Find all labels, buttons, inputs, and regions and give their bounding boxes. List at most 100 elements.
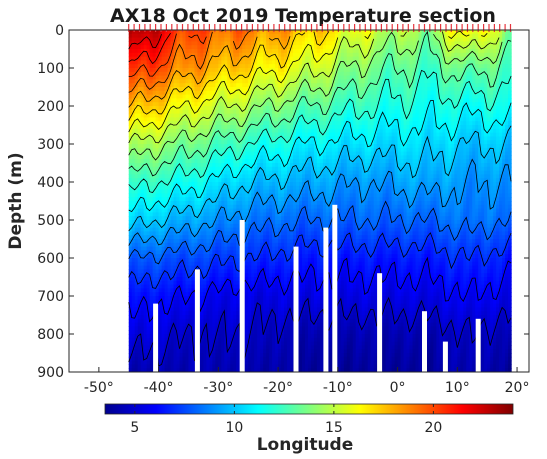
temperature-cell	[221, 220, 225, 225]
temperature-cell	[182, 30, 187, 35]
temperature-cell	[167, 140, 172, 145]
temperature-cell	[131, 144, 136, 149]
temperature-cell	[128, 273, 133, 278]
temperature-cell	[218, 87, 222, 92]
temperature-cell	[137, 49, 142, 54]
temperature-cell	[212, 68, 216, 73]
temperature-cell	[194, 227, 199, 232]
temperature-cell	[260, 132, 264, 137]
temperature-cell	[251, 155, 255, 160]
temperature-cell	[203, 37, 208, 42]
temperature-cell	[188, 265, 193, 270]
temperature-cell	[131, 315, 136, 320]
temperature-cell	[218, 204, 222, 210]
temperature-cell	[164, 147, 169, 153]
temperature-cell	[155, 296, 160, 301]
temperature-cell	[230, 178, 234, 183]
temperature-cell	[152, 227, 157, 232]
temperature-cell	[278, 288, 282, 293]
temperature-cell	[137, 292, 142, 297]
temperature-cell	[239, 71, 243, 77]
temperature-cell	[143, 185, 148, 191]
temperature-cell	[266, 90, 270, 96]
temperature-cell	[236, 269, 240, 274]
temperature-cell	[260, 288, 264, 293]
temperature-cell	[128, 125, 133, 130]
temperature-cell	[128, 178, 133, 183]
temperature-cell	[200, 307, 205, 312]
temperature-cell	[203, 128, 208, 134]
temperature-cell	[200, 315, 205, 320]
temperature-cell	[215, 132, 219, 137]
temperature-cell	[272, 41, 276, 46]
temperature-cell	[128, 322, 133, 327]
temperature-cell	[128, 250, 133, 255]
temperature-cell	[254, 322, 258, 327]
temperature-cell	[143, 242, 148, 248]
temperature-cell	[155, 113, 160, 118]
temperature-cell	[248, 227, 252, 232]
temperature-cell	[236, 265, 240, 270]
temperature-cell	[218, 292, 222, 297]
temperature-cell	[254, 56, 258, 61]
temperature-cell	[221, 125, 225, 130]
temperature-cell	[158, 56, 163, 61]
temperature-cell	[173, 151, 178, 156]
temperature-cell	[224, 144, 228, 149]
temperature-cell	[224, 356, 228, 362]
temperature-cell	[197, 98, 202, 103]
temperature-cell	[203, 311, 208, 316]
temperature-cell	[233, 166, 237, 172]
temperature-cell	[215, 147, 219, 153]
temperature-cell	[245, 292, 249, 297]
temperature-cell	[275, 201, 279, 206]
temperature-cell	[212, 368, 216, 372]
temperature-cell	[197, 151, 202, 156]
temperature-cell	[173, 334, 178, 339]
temperature-cell	[176, 330, 181, 335]
temperature-cell	[173, 140, 178, 145]
temperature-cell	[170, 280, 175, 286]
temperature-cell	[149, 90, 154, 96]
temperature-cell	[239, 106, 243, 111]
temperature-cell	[257, 235, 261, 240]
temperature-cell	[173, 98, 178, 103]
temperature-cell	[224, 87, 228, 92]
temperature-cell	[158, 106, 163, 111]
temperature-cell	[179, 94, 184, 99]
temperature-cell	[143, 296, 148, 301]
temperature-cell	[275, 132, 279, 137]
temperature-cell	[236, 37, 240, 42]
temperature-cell	[188, 125, 193, 130]
temperature-cell	[251, 326, 255, 331]
temperature-cell	[254, 87, 258, 92]
temperature-cell	[269, 182, 273, 187]
temperature-cell	[206, 170, 210, 175]
temperature-cell	[236, 220, 240, 225]
temperature-cell	[176, 326, 181, 331]
temperature-cell	[251, 109, 255, 115]
temperature-cell	[221, 128, 225, 134]
temperature-cell	[233, 318, 237, 324]
temperature-cell	[230, 322, 234, 327]
temperature-cell	[269, 299, 273, 305]
temperature-cell	[176, 125, 181, 130]
temperature-cell	[146, 299, 151, 305]
temperature-cell	[278, 269, 282, 274]
temperature-cell	[194, 223, 199, 229]
temperature-cell	[194, 64, 199, 69]
temperature-cell	[170, 185, 175, 191]
temperature-cell	[278, 223, 282, 229]
temperature-cell	[197, 41, 202, 46]
temperature-cell	[170, 318, 175, 324]
temperature-cell	[245, 318, 249, 324]
temperature-cell	[236, 166, 240, 172]
temperature-cell	[149, 132, 154, 137]
temperature-cell	[185, 151, 190, 156]
temperature-cell	[131, 174, 136, 179]
temperature-cell	[278, 231, 282, 236]
temperature-cell	[140, 341, 145, 346]
temperature-cell	[233, 231, 237, 236]
temperature-cell	[137, 261, 142, 267]
temperature-cell	[212, 258, 216, 263]
